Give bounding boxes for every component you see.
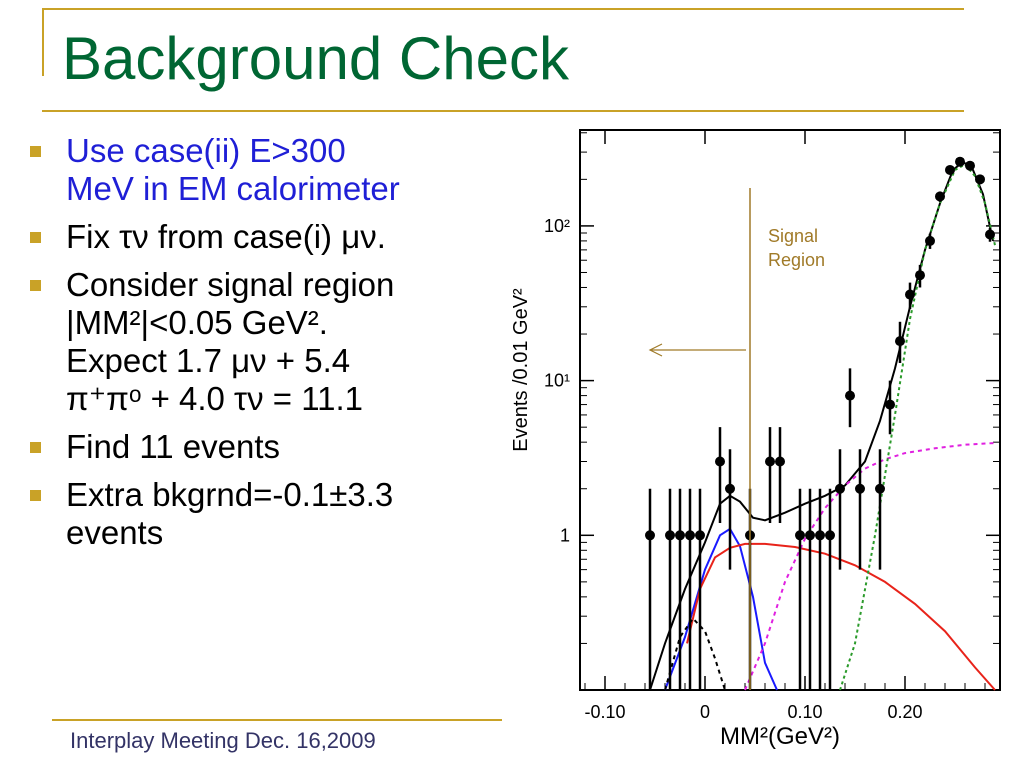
y-axis-label: Events /0.01 GeV²: [510, 288, 532, 452]
data-point: [935, 191, 945, 202]
data-point: [965, 160, 975, 171]
fit-curve: [649, 160, 994, 691]
data-point: [955, 156, 965, 167]
bullet-item: Consider signal region |MM²|<0.05 GeV². …: [30, 266, 500, 418]
data-point: [765, 456, 775, 467]
data-point: [835, 483, 845, 494]
bullet-marker: [30, 442, 41, 453]
fit-curve: [839, 163, 996, 691]
data-point: [775, 456, 785, 467]
y-axis-ticks: 1 10¹ 10²: [544, 132, 1000, 644]
data-point: [675, 530, 685, 541]
data-point: [885, 399, 895, 410]
data-point: [875, 483, 885, 494]
bullet-item: Use case(ii) E>300 MeV in EM calorimeter: [30, 132, 500, 208]
bullet-text: Use case(ii) E>300 MeV in EM calorimeter: [66, 132, 400, 207]
plot-frame: [579, 129, 1001, 691]
data-point: [915, 270, 925, 281]
bullet-marker: [30, 280, 41, 291]
data-point: [715, 456, 725, 467]
y-tick-label: 1: [560, 525, 570, 545]
x-tick-label: -0.10: [584, 702, 625, 722]
fit-curves: [649, 160, 996, 691]
bullet-item: Extra bkgrnd=-0.1±3.3 events: [30, 476, 500, 552]
data-point: [725, 483, 735, 494]
data-point: [945, 164, 955, 175]
signal-region-label-line: Signal: [768, 226, 818, 246]
data-point: [825, 530, 835, 541]
title-frame-vertical: [42, 8, 44, 76]
title-frame-bottom-line: [42, 110, 964, 112]
bullet-text: Consider signal region |MM²|<0.05 GeV². …: [66, 266, 395, 417]
data-point: [665, 530, 675, 541]
data-point: [985, 229, 995, 240]
bullet-item: Fix τν from case(i) μν.: [30, 218, 500, 256]
data-point: [805, 530, 815, 541]
mm2-histogram-chart: -0.10 0 0.10 0.20 1 10¹ 10² Signal Region MM²(…: [510, 129, 1001, 750]
bullet-text: Fix τν from case(i) μν.: [66, 218, 386, 255]
fit-curve: [744, 442, 996, 691]
data-point: [845, 390, 855, 401]
data-point: [925, 235, 935, 246]
bullet-list: Use case(ii) E>300 MeV in EM calorimeter…: [30, 132, 500, 562]
signal-region-label: Signal Region: [768, 226, 825, 270]
data-point: [895, 336, 905, 347]
bullet-text: Find 11 events: [66, 428, 281, 465]
data-point: [685, 530, 695, 541]
x-tick-label: 0.10: [787, 702, 822, 722]
footer-text: Interplay Meeting Dec. 16,2009: [70, 728, 376, 753]
data-point: [975, 174, 985, 185]
x-tick-label: 0: [700, 702, 710, 722]
data-point: [695, 530, 705, 541]
x-axis-label: MM²(GeV²): [720, 723, 840, 750]
data-point: [645, 530, 655, 541]
bullet-marker: [30, 146, 41, 157]
y-tick-label: 10²: [544, 216, 570, 236]
data-point: [795, 530, 805, 541]
bullet-marker: [30, 490, 41, 501]
data-point: [855, 483, 865, 494]
bullet-text: Extra bkgrnd=-0.1±3.3 events: [66, 476, 394, 551]
signal-region-arrowhead: [648, 343, 663, 357]
title-frame-top-line: [42, 8, 964, 10]
bullet-marker: [30, 232, 41, 243]
plot-area: -0.10 0 0.10 0.20 1 10¹ 10² Signal Region MM²(…: [505, 118, 1024, 768]
bullet-item: Find 11 events: [30, 428, 500, 466]
x-tick-label: 0.20: [887, 702, 922, 722]
y-tick-label: 10¹: [544, 371, 570, 391]
signal-region-label-line: Region: [768, 250, 825, 270]
data-points: [645, 156, 995, 690]
slide-title: Background Check: [62, 25, 569, 92]
x-axis-ticks: -0.10 0 0.10 0.20: [584, 130, 986, 722]
footer-line: [52, 719, 502, 721]
data-point: [905, 289, 915, 300]
data-point: [815, 530, 825, 541]
